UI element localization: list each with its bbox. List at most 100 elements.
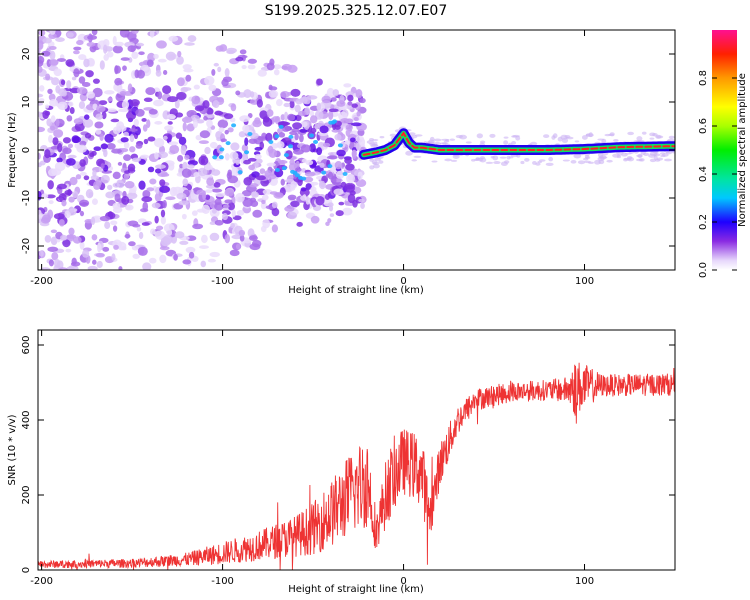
spectrogram-blob xyxy=(166,113,176,120)
spectrogram-blob xyxy=(66,80,72,89)
spectrogram-blob xyxy=(297,110,307,117)
spectrogram-blob xyxy=(235,90,241,96)
spectrogram-halo xyxy=(627,156,635,162)
spectrogram-blob xyxy=(114,65,121,74)
spectrogram-blob xyxy=(99,215,111,222)
spectrogram-blob xyxy=(148,108,158,115)
colorbar-gradient xyxy=(712,30,737,270)
spectrogram-blob xyxy=(107,184,113,191)
spectrogram-blob xyxy=(182,64,192,70)
spectrogram-blob xyxy=(162,85,172,95)
spectrogram-blob xyxy=(222,204,230,209)
spectrogram-blob xyxy=(254,161,259,169)
spectrogram-blob xyxy=(103,44,108,54)
spectrogram-blob xyxy=(224,233,231,244)
spectrogram-blob xyxy=(211,188,223,193)
colorbar-tick-label: 0.8 xyxy=(698,70,709,86)
spectrogram-blob xyxy=(99,60,105,70)
spectrogram-blob xyxy=(127,45,137,53)
spectrogram-halo xyxy=(623,157,628,162)
spectrogram-blob xyxy=(168,141,179,146)
spectrogram-blob xyxy=(134,69,140,79)
spectrogram-blob xyxy=(182,178,189,187)
spectrogram-blob xyxy=(235,243,241,250)
spectrogram-blob xyxy=(133,118,139,127)
spectrogram-hotspot xyxy=(290,169,296,174)
spectrogram-blob xyxy=(112,126,121,135)
spectrogram-blob xyxy=(271,201,278,209)
spectrogram-halo xyxy=(413,155,422,158)
spectrogram-blob xyxy=(106,108,117,113)
colorbar-tick-label: 0.2 xyxy=(698,214,709,230)
spectrogram-blob xyxy=(251,171,260,178)
spectrogram-blob xyxy=(166,228,173,236)
spectrogram-blob xyxy=(224,199,233,204)
spectrogram-blob xyxy=(327,171,334,180)
spectrogram-blob xyxy=(104,221,111,230)
spectrogram-blob xyxy=(360,202,365,209)
spectrogram-blob xyxy=(209,221,217,226)
spectrogram-halo xyxy=(583,157,589,161)
spectrogram-blob xyxy=(73,46,82,51)
snr-plot-area xyxy=(38,362,675,570)
spectrogram-blob xyxy=(48,200,54,205)
spectrogram-halo xyxy=(441,138,450,141)
spectrogram-blob xyxy=(149,30,155,38)
spectrogram-blob xyxy=(194,105,205,112)
spectrogram-blob xyxy=(327,218,332,223)
spectrogram-blob xyxy=(267,145,274,154)
spectrogram-blob xyxy=(68,206,75,214)
spectrogram-blob xyxy=(120,137,129,143)
spectrogram-blob xyxy=(38,66,43,73)
spectrogram-halo xyxy=(450,159,458,162)
spectrogram-hotspot xyxy=(294,173,300,178)
spectrogram-blob xyxy=(130,99,140,107)
spectrogram-blob xyxy=(92,78,100,84)
colorbar-tick-label: 0.0 xyxy=(698,262,709,278)
spectrogram-blob xyxy=(204,75,215,86)
spectrogram-blob xyxy=(82,249,90,258)
spectrogram-blob xyxy=(163,70,168,76)
y-tick-label: 0 xyxy=(21,147,32,153)
spectrogram-blob xyxy=(178,200,189,206)
spectrogram-blob xyxy=(357,171,363,181)
spectrogram-blob xyxy=(281,137,292,143)
spectrogram-blob xyxy=(176,91,187,101)
spectrogram-blob xyxy=(50,229,58,234)
spectrogram-blob xyxy=(184,154,190,160)
spectrogram-blob xyxy=(280,114,286,121)
spectrogram-halo xyxy=(545,162,554,166)
spectrogram-blob xyxy=(123,131,130,137)
spectrogram-blob xyxy=(182,259,192,265)
spectrogram-blob xyxy=(174,231,185,239)
spectrogram-blob xyxy=(191,210,198,216)
spectrogram-blob xyxy=(169,144,180,155)
spectrogram-blob xyxy=(300,121,308,128)
spectrogram-blob xyxy=(111,253,116,261)
spectrogram-hotspot xyxy=(212,155,218,160)
spectrogram-halo xyxy=(511,135,518,138)
spectrogram-blob xyxy=(204,146,211,155)
spectrogram-halo xyxy=(601,138,607,144)
spectrogram-blob xyxy=(155,225,164,231)
spectrogram-blob xyxy=(41,193,49,199)
colorbar: 0.0 0.2 0.4 0.6 0.8 Normalized spectral ampl… xyxy=(698,30,748,278)
spectrogram-blob xyxy=(140,208,149,213)
spectrogram-halo xyxy=(389,133,397,137)
x-tick-label: -200 xyxy=(30,576,53,587)
snr-x-label: Height of straight line (km) xyxy=(288,584,424,595)
spectrogram-blob xyxy=(159,179,166,187)
spectrogram-blob xyxy=(164,125,174,131)
spectrogram-blob xyxy=(48,134,53,143)
spectrogram-blob xyxy=(102,246,110,252)
spectrogram-blob xyxy=(92,180,101,190)
spectrogram-blob xyxy=(58,219,65,227)
spectrogram-blob xyxy=(176,192,187,200)
spectrogram-halo xyxy=(503,140,509,145)
spectrogram-blob xyxy=(199,130,211,139)
spectrogram-halo xyxy=(636,158,643,162)
spectrogram-blob xyxy=(184,42,195,46)
spectrogram-blob xyxy=(97,242,102,253)
spectrogram-halo xyxy=(371,139,379,142)
spectrogram-blob xyxy=(38,162,42,168)
